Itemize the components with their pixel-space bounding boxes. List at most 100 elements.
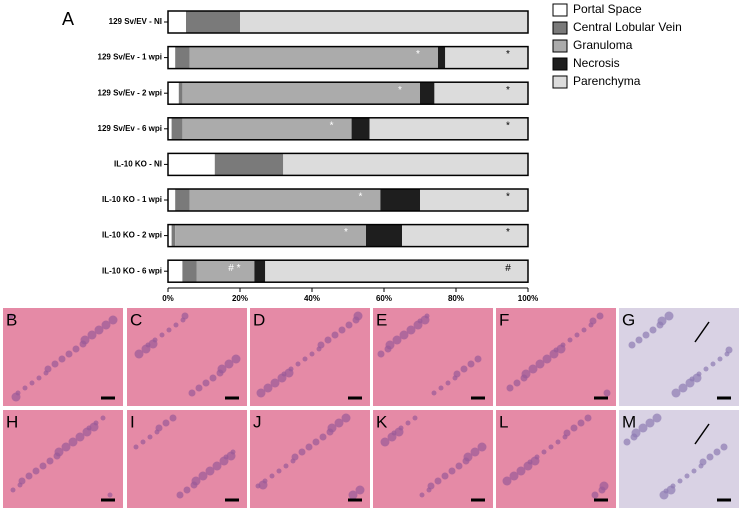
panel-label: E [376, 310, 387, 329]
bar-segment [168, 117, 172, 140]
bar-segment [240, 11, 528, 33]
nucleus [596, 312, 604, 320]
legend-swatch [552, 21, 568, 35]
nucleus [549, 349, 559, 359]
nucleus [513, 379, 521, 387]
nucleus [523, 461, 533, 471]
nucleus [535, 359, 545, 369]
nucleus [312, 438, 320, 446]
legend-label: Necrosis [573, 56, 620, 70]
annotation: * [330, 120, 334, 131]
nucleus [68, 437, 78, 447]
nucleus [141, 344, 151, 354]
nucleus [724, 351, 730, 357]
nucleus [46, 457, 54, 465]
nucleus [426, 487, 432, 493]
panel-label: J [253, 412, 262, 431]
x-tick-label: 0% [162, 294, 174, 303]
nucleus [394, 427, 404, 437]
nucleus [520, 374, 528, 382]
nucleus [455, 462, 463, 470]
annotation: # * [228, 263, 240, 274]
bar-segment [351, 117, 370, 140]
nucleus [377, 350, 385, 358]
nucleus [542, 354, 552, 364]
bar-segment [171, 117, 183, 140]
nucleus [392, 335, 402, 345]
nucleus [506, 384, 514, 392]
bar-segment [189, 189, 381, 211]
nucleus [11, 392, 21, 402]
nucleus [202, 379, 210, 387]
panel-label: C [130, 310, 142, 329]
nucleus [584, 414, 592, 422]
nucleus [548, 444, 554, 450]
nucleus [588, 322, 594, 328]
bar-segment [168, 224, 172, 247]
nucleus [666, 485, 676, 495]
annotation: * [506, 120, 510, 131]
histology-image [619, 410, 739, 508]
bar-outline [167, 10, 529, 34]
legend-swatch [552, 3, 568, 17]
nucleus [188, 389, 196, 397]
histology-image [127, 308, 247, 406]
y-tick-label: IL-10 KO - 2 wpi [102, 231, 162, 240]
nucleus [645, 418, 655, 428]
nucleus [467, 360, 475, 368]
panel-label: A [62, 9, 74, 29]
nucleus [216, 369, 224, 377]
bar-segment [283, 153, 528, 176]
nucleus [706, 453, 714, 461]
nucleus [502, 476, 512, 486]
nucleus [190, 481, 198, 489]
nucleus [434, 477, 442, 485]
y-tick-label: 129 Sv/Ev - 2 wpi [98, 88, 162, 97]
x-tick-label: 40% [304, 294, 320, 303]
nucleus [154, 429, 160, 435]
nucleus [420, 315, 430, 325]
annotation: * [344, 227, 348, 238]
nucleus [528, 364, 538, 374]
annotation: * [506, 192, 510, 203]
nucleus [581, 327, 587, 333]
nucleus [628, 341, 636, 349]
bar-segment [175, 189, 190, 211]
panel-label: L [499, 412, 508, 431]
nucleus [341, 413, 351, 423]
nucleus [51, 360, 59, 368]
annotation: * [506, 85, 510, 96]
nucleus [183, 486, 191, 494]
bar-segment [182, 117, 352, 140]
nucleus [462, 457, 470, 465]
nucleus [195, 384, 203, 392]
bar-outline [167, 117, 529, 141]
bar-segment [168, 11, 186, 33]
panel-label: F [499, 310, 509, 329]
nucleus [198, 471, 208, 481]
nucleus [295, 361, 301, 367]
nucleus [684, 473, 690, 479]
nucleus [380, 437, 390, 447]
nucleus [348, 490, 358, 500]
nucleus [79, 340, 87, 348]
nucleus [29, 380, 35, 386]
nucleus [623, 438, 631, 446]
bar-segment [168, 46, 176, 69]
nucleus [603, 389, 611, 397]
nucleus [630, 433, 638, 441]
histology-image [3, 410, 123, 508]
nucleus [691, 468, 697, 474]
nucleus [25, 472, 33, 480]
nucleus [516, 466, 526, 476]
nucleus [345, 321, 353, 329]
nucleus [224, 359, 234, 369]
nucleus [319, 433, 327, 441]
bar-segment [214, 153, 284, 176]
nucleus [231, 354, 241, 364]
nucleus [649, 326, 657, 334]
bar-segment [402, 224, 528, 247]
nucleus [720, 443, 728, 451]
nucleus [326, 428, 334, 436]
nucleus [574, 332, 580, 338]
